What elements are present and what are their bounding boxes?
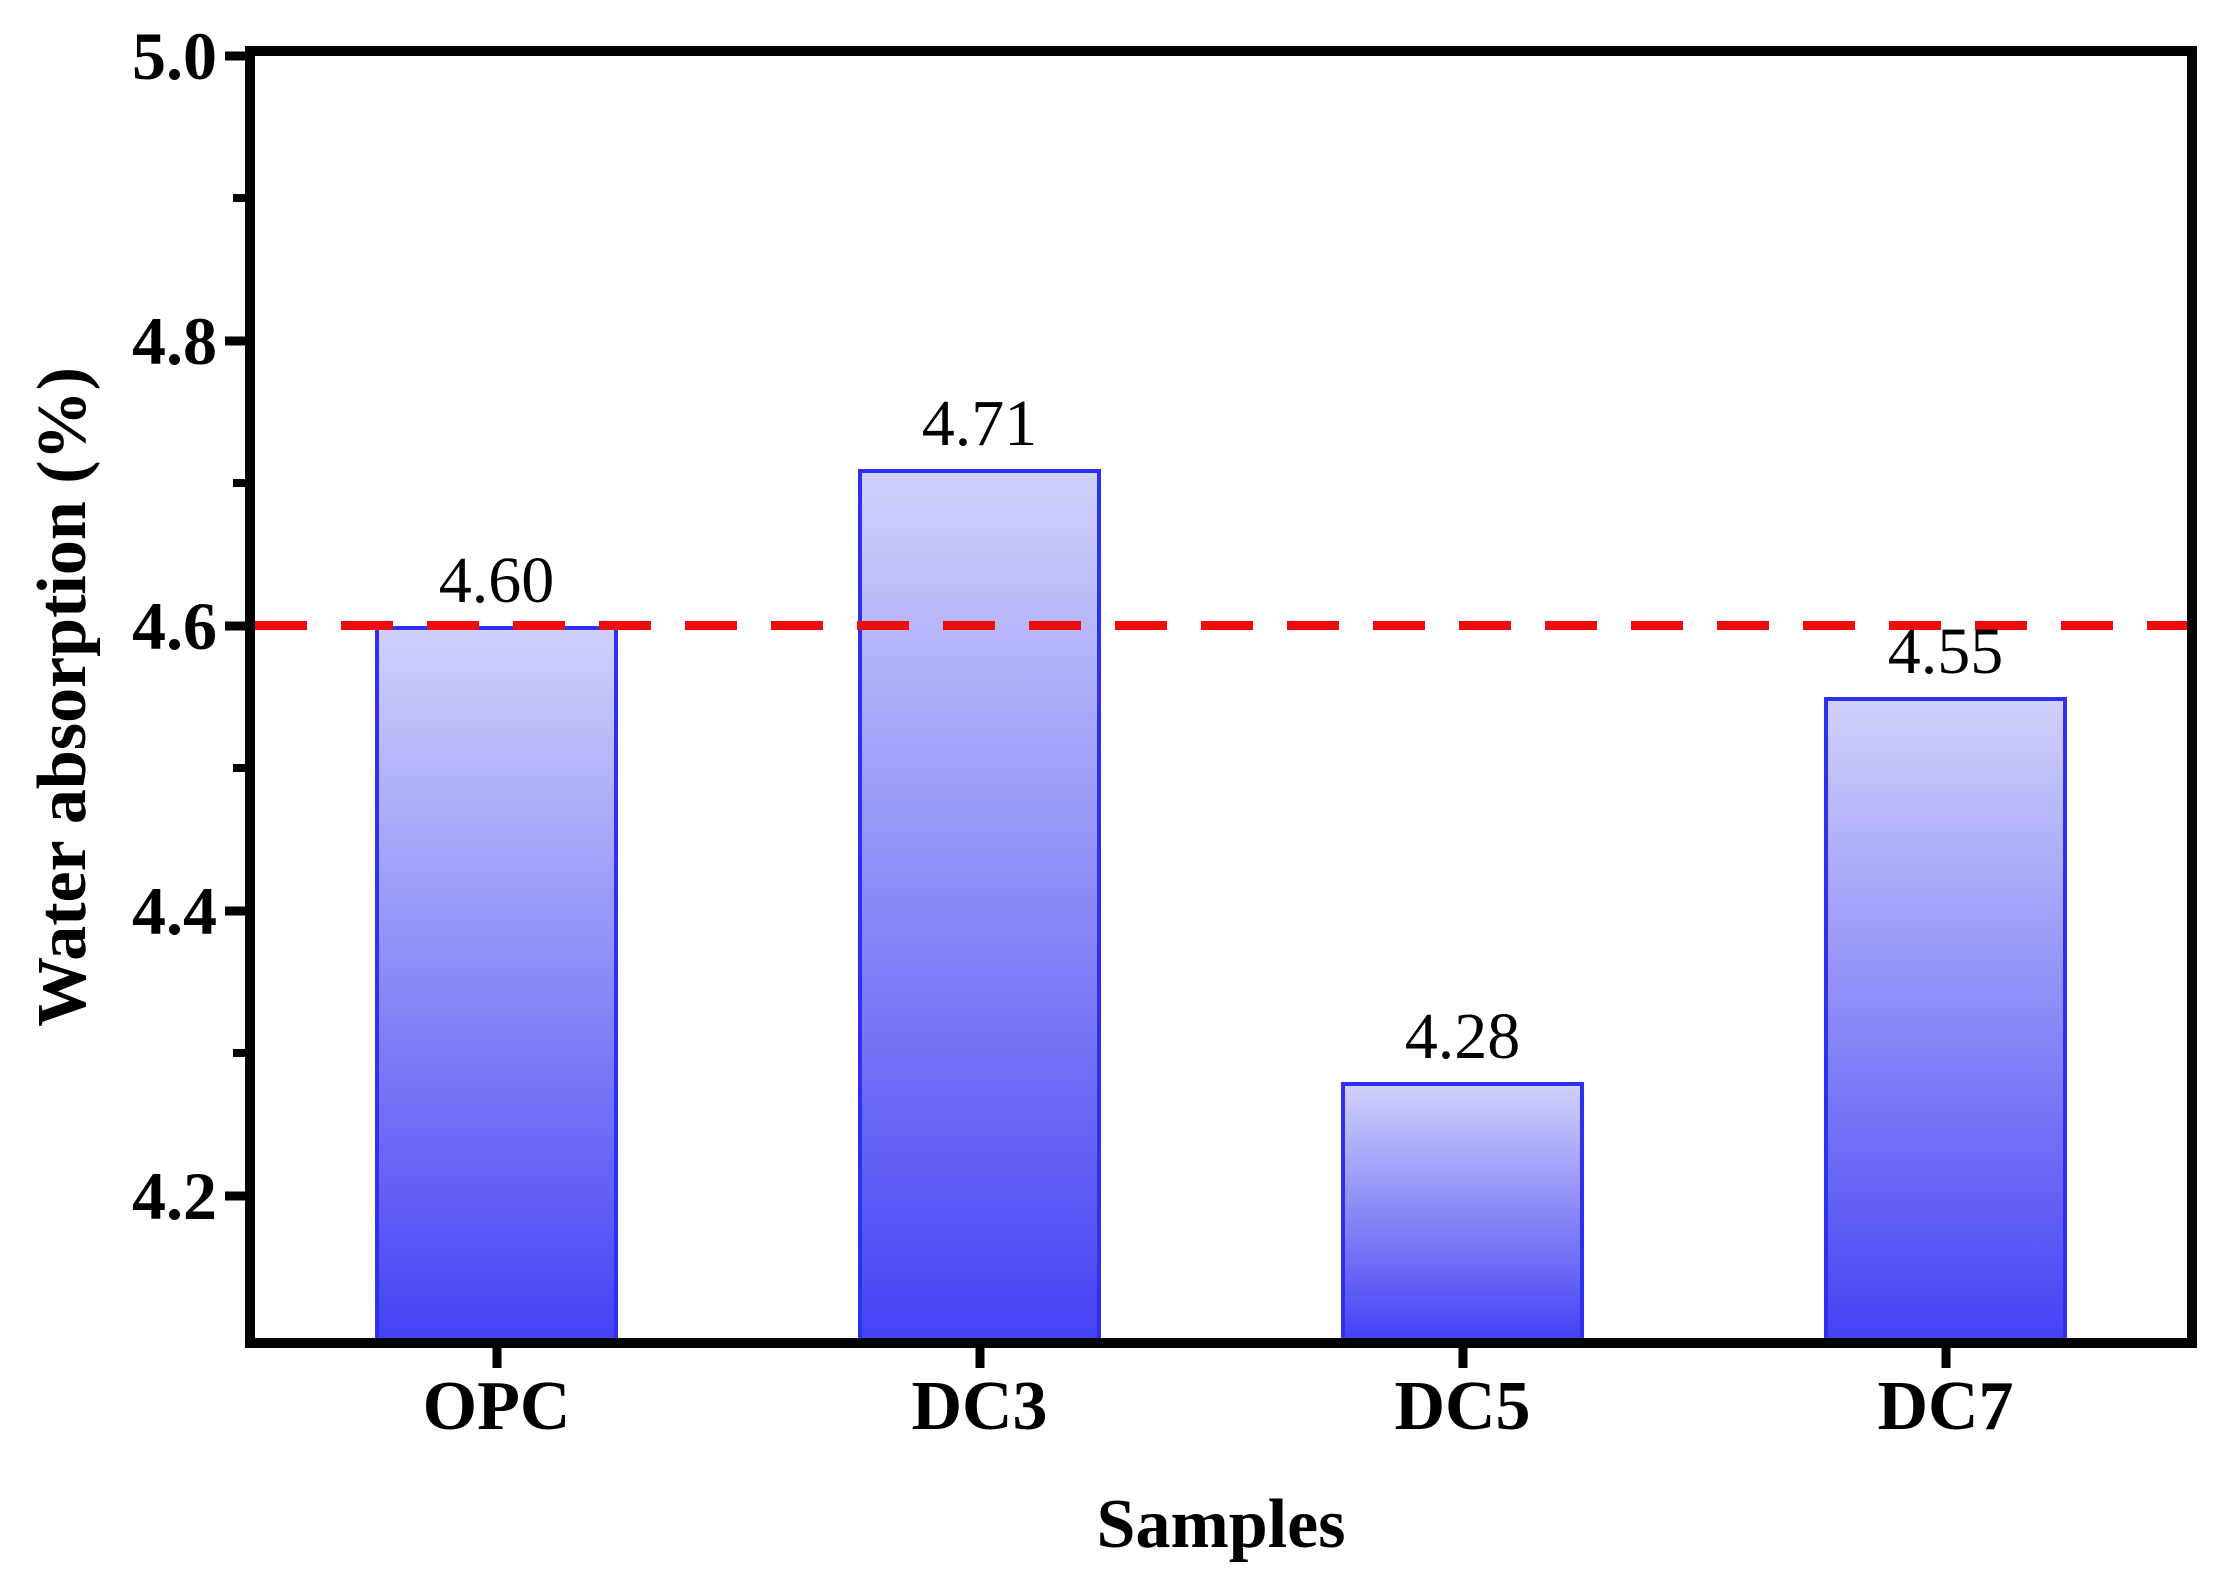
x-tick — [975, 1348, 984, 1368]
bar-DC3 — [857, 469, 1102, 1338]
x-category-label: DC5 — [1394, 1368, 1531, 1445]
y-minor-tick — [233, 479, 245, 488]
y-major-tick — [225, 621, 245, 631]
y-tick-label: 4.4 — [132, 872, 217, 949]
y-major-tick — [225, 336, 245, 346]
plot-area: 5.0 4.8 4.6 4.4 4.2 4.60 OPC 4.71 DC3 4.28 DC5 4.55… — [132, 22, 2197, 1442]
bar-value-label: 4.60 — [438, 543, 555, 617]
y-tick-label: 4.8 — [132, 302, 217, 379]
bar-value-label: 4.55 — [1887, 615, 2004, 688]
x-category-label: OPC — [422, 1368, 571, 1445]
y-major-tick — [225, 906, 245, 916]
bar-OPC — [374, 625, 619, 1338]
reference-line — [255, 621, 2187, 631]
x-category-label: DC3 — [911, 1368, 1048, 1445]
x-axis-title: Samples — [1096, 1486, 1346, 1563]
bar-DC7 — [1823, 697, 2068, 1338]
y-major-tick — [225, 1191, 245, 1201]
x-tick — [1458, 1348, 1467, 1368]
y-tick-label: 5.0 — [132, 18, 217, 94]
y-minor-tick — [233, 1049, 245, 1058]
bar-value-label: 4.71 — [921, 387, 1038, 461]
y-tick-label: 4.6 — [132, 587, 217, 664]
x-tick — [492, 1348, 501, 1368]
y-minor-tick — [233, 194, 245, 203]
bar-value-label: 4.28 — [1404, 999, 1521, 1073]
y-minor-tick — [233, 764, 245, 773]
y-tick-label: 4.2 — [132, 1157, 217, 1234]
x-category-label: DC7 — [1877, 1368, 2014, 1445]
x-tick — [1941, 1348, 1950, 1368]
y-major-tick — [225, 51, 245, 61]
y-axis-title: Water absorption (%) — [24, 367, 101, 1027]
bar-DC5 — [1340, 1081, 1585, 1338]
